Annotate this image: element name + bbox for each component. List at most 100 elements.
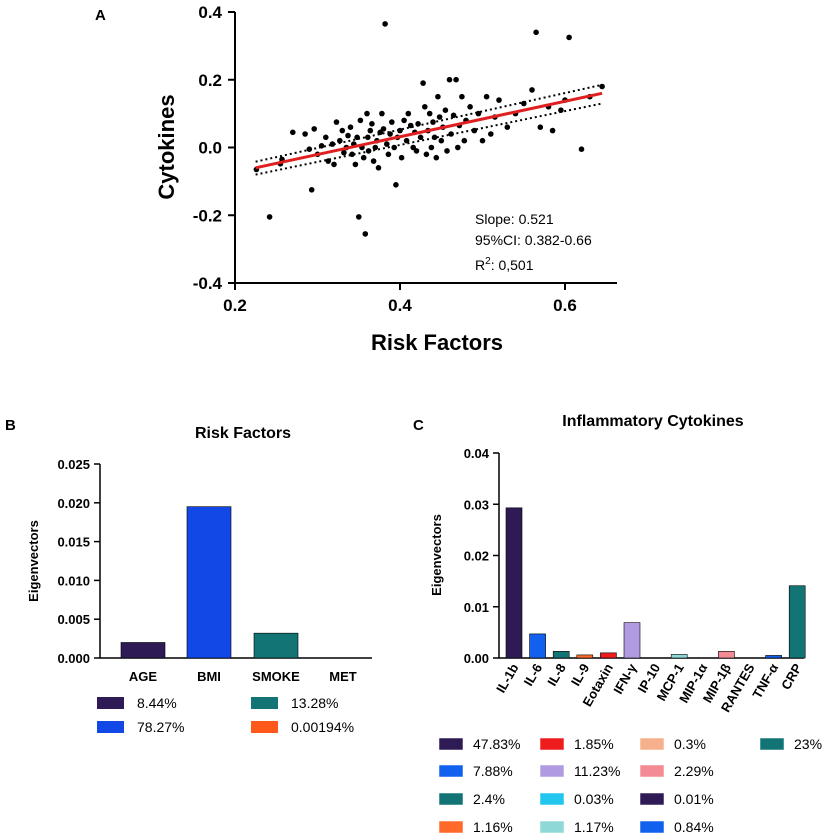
scatter-point	[323, 134, 329, 141]
scatter-plot-panel-a: 0.4 0.2 0.0 -0.2 -0.4 0.2 0.4 0.6 Cytokines Ri…	[154, 3, 617, 355]
x-tick-label: 0.4	[388, 296, 412, 315]
bar-age	[120, 642, 166, 659]
scatter-point	[385, 151, 392, 158]
scatter-point	[578, 146, 585, 152]
scatter-point	[398, 154, 405, 161]
scatter-point	[450, 112, 457, 119]
x-tick-label: BMI	[197, 669, 221, 684]
chart-title-c: Inflammatory Cytokines	[562, 413, 743, 430]
y-tick-label: 0.04	[464, 446, 490, 461]
r2-superscript: 2	[485, 256, 491, 267]
x-tick-label: IL-6	[521, 661, 546, 689]
legend-swatch	[97, 697, 124, 709]
legend-swatch	[539, 820, 565, 834]
y-tick-group: 0.025 0.020 0.015 0.010 0.005 0.000	[57, 457, 100, 666]
scatter-point	[423, 151, 430, 158]
legend-c: 47.83% 1.85% 0.3% 23% 7.88% 11.23% 2.29% 2.4% 0.…	[438, 736, 822, 835]
scatter-point	[433, 154, 440, 161]
legend-swatch	[251, 697, 278, 709]
bar-11	[765, 655, 782, 659]
scatter-point	[337, 137, 343, 144]
ci-upper-line	[255, 83, 603, 163]
scatter-point	[403, 137, 410, 144]
legend-swatch	[539, 737, 565, 751]
r2-prefix: R	[475, 257, 485, 273]
legend-swatch	[639, 820, 665, 834]
legend-swatch	[251, 721, 278, 733]
bar-smoke	[253, 632, 299, 659]
x-tick-label: CRP	[778, 661, 805, 693]
scatter-point	[352, 161, 359, 168]
bar-chart-panel-b: Risk Factors 0.0250.0200.0150.0100.0050.…	[26, 425, 372, 735]
legend-label: 2.4%	[473, 791, 505, 807]
legend-swatch	[438, 737, 464, 751]
legend-label: 23%	[794, 736, 822, 752]
legend-label: 2.29%	[674, 763, 714, 779]
scatter-point	[331, 161, 337, 168]
regression-line	[255, 91, 603, 170]
legend-label: 0.03%	[574, 791, 614, 807]
scatter-point	[308, 187, 315, 193]
scatter-point	[529, 87, 535, 93]
bar-2	[552, 651, 570, 659]
legend-swatch	[97, 721, 124, 733]
scatter-point	[401, 117, 407, 124]
y-axis-label: Eigenvectors	[26, 520, 41, 602]
legend-swatch	[438, 820, 464, 834]
scatter-point	[479, 137, 486, 144]
scatter-point	[345, 132, 351, 139]
x-tick-label: AGE	[129, 669, 158, 684]
y-tick-label: 0.03	[464, 497, 489, 512]
y-tick-group: 0.4 0.2 0.0 -0.2 -0.4	[193, 3, 235, 293]
legend-label: 1.17%	[574, 819, 614, 835]
scatter-point	[413, 148, 420, 154]
scatter-point	[428, 144, 435, 151]
scatter-point	[467, 104, 473, 110]
panel-label-b: B	[5, 417, 16, 434]
x-tick-label: IL-1b	[493, 661, 522, 695]
scatter-point	[488, 131, 494, 137]
scatter-points	[253, 21, 605, 237]
scatter-point	[389, 119, 395, 125]
scatter-point	[380, 126, 387, 132]
scatter-point	[347, 124, 354, 130]
scatter-point	[442, 107, 449, 113]
y-tick-group: 0.04 0.03 0.02 0.01 0.00	[464, 446, 499, 666]
y-tick-label: 0.010	[57, 573, 90, 588]
scatter-point	[504, 124, 511, 130]
y-tick-label: 0.0	[198, 139, 222, 158]
scatter-point	[382, 21, 388, 27]
y-tick-label: 0.020	[57, 496, 90, 511]
legend-label: 1.16%	[473, 819, 513, 835]
bar-chart-panel-c: Inflammatory Cytokines 0.040.030.020.010…	[429, 413, 822, 835]
y-tick-label: 0.00	[464, 651, 489, 666]
bar-0	[505, 507, 523, 659]
chart-title-b: Risk Factors	[195, 425, 291, 442]
y-tick-label: 0.01	[464, 600, 489, 615]
legend-label: 0.84%	[674, 819, 714, 835]
y-tick-label: 0.02	[464, 549, 489, 564]
scatter-point	[438, 137, 445, 144]
x-tick-label: 0.6	[553, 296, 577, 315]
scatter-point	[483, 93, 490, 100]
scatter-point	[311, 126, 318, 132]
scatter-point	[369, 121, 375, 127]
r2-annotation: R2: 0,501	[475, 256, 534, 273]
x-tick-label: SMOKE	[252, 669, 300, 684]
scatter-point	[496, 97, 502, 103]
scatter-point	[436, 114, 443, 120]
scatter-point	[379, 110, 385, 117]
scatter-point	[329, 141, 336, 147]
legend-label: 47.83%	[473, 736, 520, 752]
y-tick-label: 0.015	[57, 535, 90, 550]
scatter-point	[384, 141, 390, 147]
legend-swatch	[438, 792, 464, 806]
x-tick-label: MET	[329, 669, 357, 684]
scatter-point	[375, 165, 382, 171]
bar-9	[718, 651, 735, 659]
legend-swatch	[639, 737, 665, 751]
bar-3	[576, 654, 594, 659]
panel-label-c: C	[413, 417, 424, 434]
scatter-point	[266, 214, 273, 220]
